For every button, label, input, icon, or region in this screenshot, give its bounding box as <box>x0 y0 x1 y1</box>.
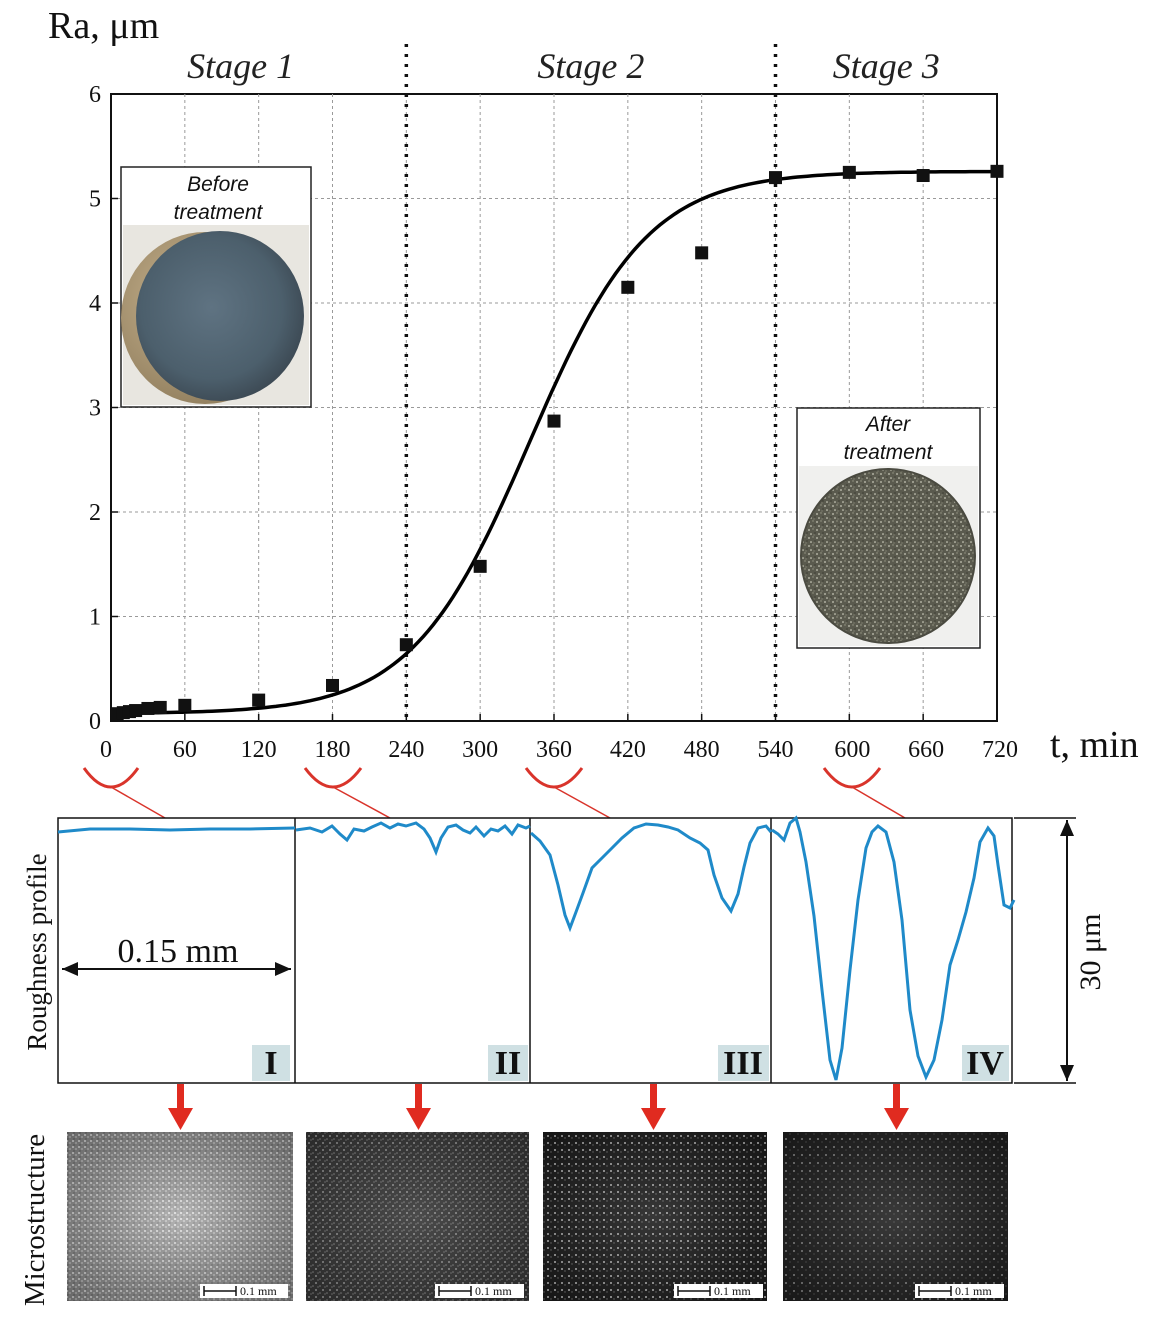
microstructure-row: Microstructure 0.1 mm 0.1 mm 0 <box>19 1132 1008 1306</box>
profile-line-iv <box>771 815 1016 1081</box>
before-disc <box>136 231 304 401</box>
vertical-scale-label: 30 μm <box>1074 914 1107 991</box>
profile-line-ii <box>295 821 531 857</box>
before-treatment-inset: Before treatment <box>120 166 312 408</box>
micrograph-iv: 0.1 mm <box>783 1132 1008 1301</box>
stage-label: Stage 1 <box>187 46 294 86</box>
y-axis-ticks: 0 1 2 3 4 5 6 <box>89 82 118 735</box>
x-tick-label: 540 <box>758 737 794 763</box>
x-tick-label: 420 <box>610 737 646 763</box>
x-axis-ticks: 0 60 120 180 240 300 360 420 480 540 600 660 720 <box>100 714 1018 763</box>
data-point <box>326 678 339 692</box>
data-point <box>916 169 930 183</box>
y-tick-label: 4 <box>89 291 101 317</box>
data-point <box>252 693 266 707</box>
roughness-profile-label: Roughness profile <box>22 853 52 1050</box>
panel-label-ii: II <box>495 1045 521 1082</box>
before-inset-line1: Before <box>187 173 249 196</box>
y-tick-label: 5 <box>89 187 101 213</box>
y-tick-label: 2 <box>89 500 101 526</box>
x-tick-label: 180 <box>315 737 351 763</box>
data-point <box>399 638 413 652</box>
x-tick-label: 720 <box>982 737 1018 763</box>
x-tick-label: 360 <box>536 737 572 763</box>
micro-scale-label-iv: 0.1 mm <box>955 1284 992 1298</box>
bracket-i <box>82 767 140 789</box>
after-disc <box>800 468 976 644</box>
data-point <box>141 701 155 715</box>
after-inset-line1: After <box>864 413 911 436</box>
vertical-scale: 30 μm <box>1014 817 1107 1084</box>
profile-line-iii <box>530 822 773 933</box>
profile-line-i <box>57 826 296 834</box>
x-tick-label: 300 <box>462 737 498 763</box>
data-point <box>695 246 709 260</box>
data-point <box>153 700 167 714</box>
x-tick-label: 120 <box>241 737 277 763</box>
roughness-profile-panels: Roughness profile I II III IV 0.15 mm <box>22 815 1107 1084</box>
arrows <box>168 1084 909 1130</box>
panel-label-iii: III <box>723 1045 763 1082</box>
horizontal-scale-label: 0.15 mm <box>118 933 239 970</box>
bracket-iv <box>822 767 882 789</box>
stage-labels: Stage 1 Stage 2 Stage 3 <box>187 46 940 86</box>
y-tick-label: 6 <box>89 82 101 108</box>
microstructure-label: Microstructure <box>19 1134 51 1306</box>
x-axis-label: t, min <box>1050 724 1139 766</box>
y-tick-label: 0 <box>89 709 101 735</box>
after-treatment-inset: After treatment <box>796 407 981 649</box>
data-point <box>769 171 782 185</box>
before-inset-line2: treatment <box>174 201 264 224</box>
arrow-i <box>168 1084 193 1130</box>
stage-boundaries <box>404 44 778 721</box>
micro-scale-label-i: 0.1 mm <box>240 1284 277 1298</box>
data-point <box>547 414 561 428</box>
x-tick-label: 240 <box>388 737 424 763</box>
data-point <box>621 280 635 294</box>
data-point <box>842 165 856 179</box>
x-tick-label: 0 <box>100 737 112 763</box>
x-tick-label: 600 <box>834 737 870 763</box>
horizontal-scale: 0.15 mm <box>62 933 291 976</box>
y-tick-label: 1 <box>89 605 101 631</box>
data-point <box>473 559 487 573</box>
micrograph-ii: 0.1 mm <box>306 1132 529 1301</box>
arrow-iii <box>641 1084 666 1130</box>
after-inset-line2: treatment <box>844 441 934 464</box>
panel-label-iv: IV <box>966 1045 1004 1082</box>
arrow-iv <box>884 1084 909 1130</box>
stage-label: Stage 3 <box>833 46 940 86</box>
arrow-ii <box>406 1084 431 1130</box>
x-tick-label: 480 <box>684 737 720 763</box>
micrograph-i: 0.1 mm <box>67 1132 293 1301</box>
y-tick-label: 3 <box>89 396 101 422</box>
ra-vs-time-chart: Stage 1 Stage 2 Stage 3 0 1 2 3 4 5 6 0 60 120 180 2… <box>48 5 1139 766</box>
micrograph-iii: 0.1 mm <box>543 1132 767 1301</box>
x-tick-label: 660 <box>908 737 944 763</box>
panel-labels: I II III IV <box>252 1045 1009 1082</box>
y-axis-label: Ra, μm <box>48 5 159 47</box>
bracket-ii <box>303 767 363 789</box>
data-point <box>990 164 1004 178</box>
data-point <box>178 698 192 712</box>
micro-scale-label-iii: 0.1 mm <box>714 1284 751 1298</box>
data-point <box>129 704 143 718</box>
x-tick-label: 60 <box>173 737 197 763</box>
profile-brackets <box>82 767 906 819</box>
bracket-iii <box>524 767 584 789</box>
panel-label-i: I <box>264 1045 277 1082</box>
stage-label: Stage 2 <box>537 46 644 86</box>
micro-scale-label-ii: 0.1 mm <box>475 1284 512 1298</box>
data-points <box>110 164 1004 721</box>
